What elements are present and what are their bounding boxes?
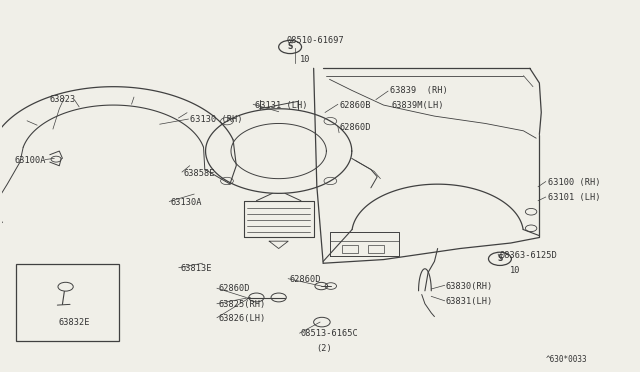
Text: 63830(RH): 63830(RH) [446,282,493,291]
Text: ^630*0033: ^630*0033 [546,355,588,364]
Bar [368,245,383,253]
Text: 63813E: 63813E [180,264,212,273]
Text: 63131 (LH): 63131 (LH) [255,100,308,110]
Text: 63100 (RH): 63100 (RH) [548,178,600,187]
Text: 08510-61697: 08510-61697 [286,36,344,45]
Text: 62860D: 62860D [339,123,371,132]
Text: 63101 (LH): 63101 (LH) [548,193,600,202]
Text: S: S [287,42,293,51]
Text: 63825(RH): 63825(RH) [218,300,266,309]
Text: 63858E: 63858E [183,169,215,177]
Text: 62860D: 62860D [218,285,250,294]
Text: 63832E: 63832E [58,318,90,327]
Text: 63100A: 63100A [15,156,46,165]
Text: 63839  (RH): 63839 (RH) [390,86,448,95]
Text: 08513-6165C: 08513-6165C [301,329,358,339]
Text: 62860D: 62860D [289,275,321,284]
Text: 10: 10 [300,55,310,64]
Text: 08363-6125D: 08363-6125D [499,251,557,260]
Text: 63839M(LH): 63839M(LH) [391,101,444,110]
Text: 63823: 63823 [50,95,76,104]
Text: 63826(LH): 63826(LH) [218,314,266,323]
Text: 63831(LH): 63831(LH) [446,297,493,306]
Text: 63130 (RH): 63130 (RH) [189,115,242,124]
Text: 62860B: 62860B [339,100,371,110]
Bar [342,245,358,253]
Text: 10: 10 [509,266,520,275]
Text: 63130A: 63130A [171,198,202,207]
Text: S: S [497,254,502,263]
Bar [16,264,119,341]
Text: (2): (2) [316,344,332,353]
